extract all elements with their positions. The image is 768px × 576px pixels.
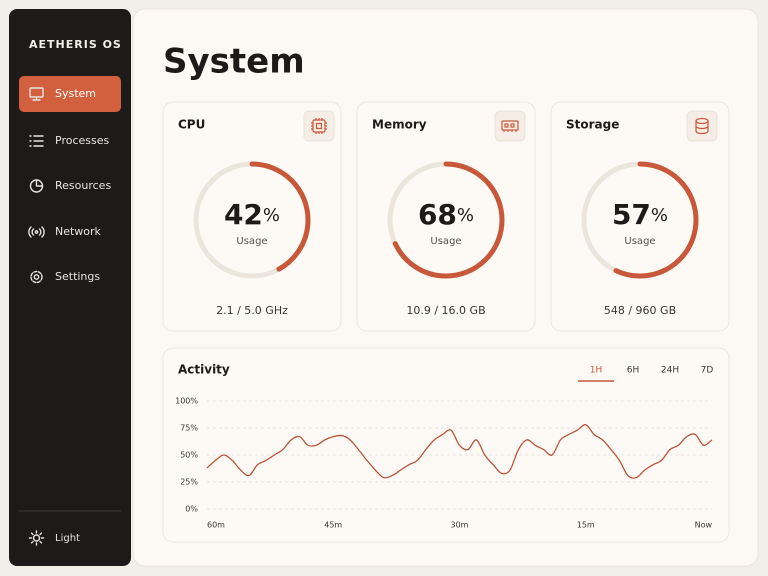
- card-detail: 10.9 / 16.0 GB: [406, 304, 485, 317]
- range-tab[interactable]: 6H: [627, 366, 640, 376]
- gauge-value: 42%: [224, 198, 280, 231]
- gauge-number: 68: [418, 198, 457, 231]
- sun-icon: [28, 530, 45, 546]
- sidebar: [9, 9, 131, 566]
- y-tick-label: 25%: [180, 478, 198, 487]
- nav-item[interactable]: Settings: [55, 270, 100, 283]
- card-detail: 2.1 / 5.0 GHz: [216, 304, 288, 317]
- gauge-unit: %: [651, 205, 668, 226]
- nav-icons: [28, 87, 45, 284]
- metric-card: [162, 101, 342, 332]
- theme-toggle[interactable]: Light: [55, 533, 80, 544]
- card-icons: [303, 110, 718, 142]
- y-tick-label: 75%: [180, 424, 198, 433]
- nav: System Processes Resources Network Settings: [19, 76, 121, 283]
- y-tick-label: 0%: [185, 505, 198, 514]
- gauge-caption: Usage: [236, 236, 267, 247]
- gauge-caption: Usage: [430, 236, 461, 247]
- x-tick-label: 60m: [207, 521, 225, 530]
- activity-line: [206, 424, 713, 479]
- x-tick-label: 45m: [324, 521, 342, 530]
- metric-card: [356, 101, 536, 332]
- gauge-value: 68%: [418, 198, 474, 231]
- gauge-value: 57%: [612, 198, 668, 231]
- gauge-arc: [387, 161, 505, 279]
- page-title: System: [163, 42, 305, 82]
- cards: CPU 42% Usage 2.1 / 5.0 GHz Memory 68% Usage 10…: [162, 101, 730, 332]
- gauge-unit: %: [457, 205, 474, 226]
- activity-chart: Activity 1H 6H 24H 7D 0% 25% 50% 75% 100% 60m 45m 30…: [175, 363, 713, 530]
- range-tab[interactable]: 1H: [590, 366, 603, 376]
- gauge-number: 42: [224, 198, 263, 231]
- nav-item[interactable]: Resources: [55, 179, 111, 192]
- y-tick-label: 100%: [175, 397, 198, 406]
- gauge-arc: [581, 161, 699, 279]
- card-detail: 548 / 960 GB: [604, 304, 676, 317]
- activity-card: [162, 347, 730, 543]
- x-tick-label: 30m: [451, 521, 469, 530]
- y-tick-label: 50%: [180, 451, 198, 460]
- card-label: Memory: [372, 118, 427, 132]
- chart-title: Activity: [178, 363, 230, 377]
- nav-item[interactable]: Network: [55, 225, 102, 238]
- nav-item[interactable]: System: [55, 87, 96, 100]
- nav-item[interactable]: Processes: [55, 134, 109, 147]
- metric-card: [550, 101, 730, 332]
- gauge-unit: %: [263, 205, 280, 226]
- range-tab[interactable]: 7D: [701, 366, 714, 376]
- card-label: Storage: [566, 118, 619, 132]
- brand: AETHERIS OS: [29, 38, 122, 51]
- nav-active: [19, 76, 121, 112]
- gauge-number: 57: [612, 198, 651, 231]
- gauge-arc: [193, 161, 311, 279]
- range-tab[interactable]: 24H: [661, 366, 679, 376]
- x-tick-label: Now: [695, 521, 713, 530]
- gauge-caption: Usage: [624, 236, 655, 247]
- x-tick-label: 15m: [577, 521, 595, 530]
- card-label: CPU: [178, 118, 205, 132]
